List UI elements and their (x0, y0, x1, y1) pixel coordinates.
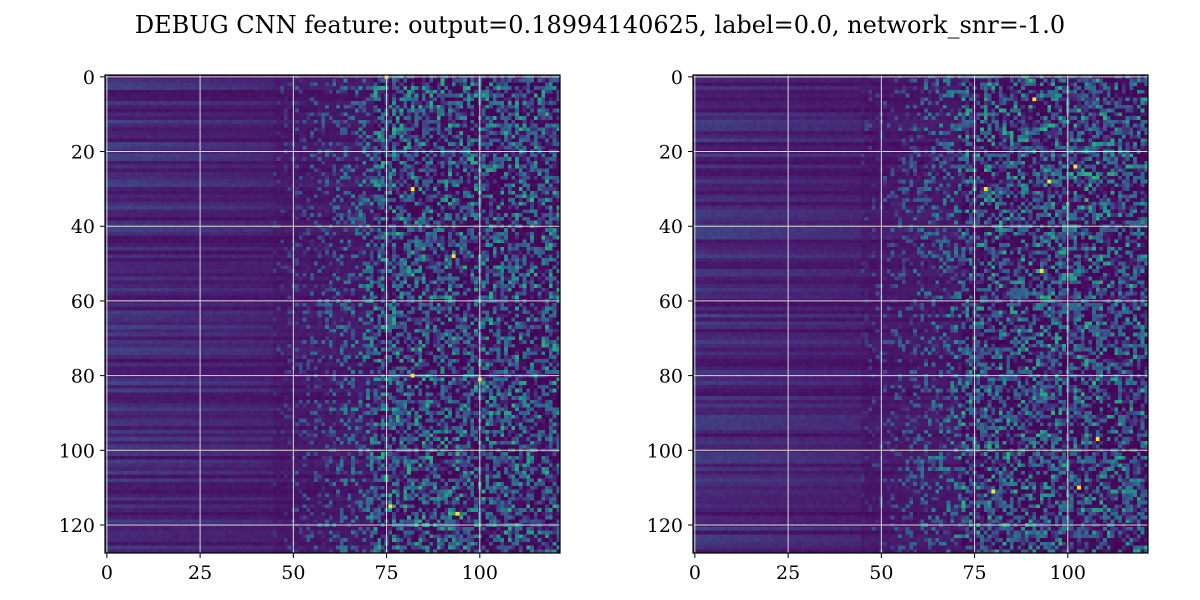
y-tick-label: 40 (71, 216, 95, 238)
x-tick-label: 0 (689, 562, 701, 584)
bright-cell (1032, 97, 1037, 102)
x-tick-label: 75 (374, 562, 398, 584)
x-tick-label: 100 (462, 562, 498, 584)
y-tick-label: 120 (647, 515, 683, 537)
bright-cell (983, 187, 988, 191)
y-tick-label: 0 (671, 67, 683, 89)
heatmap-panel-right: 0 25 50 75 100 0 20 40 60 80 100 120 (647, 67, 1149, 584)
bright-cell (1073, 164, 1078, 169)
plot-frame (104, 74, 561, 554)
y-tick-label: 100 (647, 440, 683, 462)
y-tick-label: 80 (659, 366, 683, 388)
x-tick-label: 100 (1050, 562, 1086, 584)
figure-title: DEBUG CNN feature: output=0.18994140625,… (135, 11, 1065, 39)
x-tick-label: 75 (962, 562, 986, 584)
bright-cell (451, 254, 456, 258)
heatmap-image (693, 75, 1148, 553)
x-tick-label: 50 (869, 562, 893, 584)
x-tick-label: 25 (776, 562, 800, 584)
bright-cell (1095, 437, 1100, 441)
x-tick-label: 50 (281, 562, 305, 584)
bright-cell (991, 489, 996, 494)
x-tick-label: 25 (188, 562, 212, 584)
x-tick-label: 0 (101, 562, 113, 584)
y-tick-label: 40 (659, 216, 683, 238)
y-tick-label: 120 (59, 515, 95, 537)
y-tick-label: 60 (659, 291, 683, 313)
y-tick-label: 100 (59, 440, 95, 462)
y-tick-label: 0 (83, 67, 95, 89)
bright-cell (1047, 179, 1052, 184)
bright-cell (1077, 485, 1081, 490)
bright-cell (1039, 269, 1044, 273)
bright-cell (410, 187, 415, 191)
bright-cell (388, 504, 393, 509)
y-tick-label: 60 (71, 291, 95, 313)
y-tick-label: 80 (71, 366, 95, 388)
heatmap-image (105, 75, 560, 553)
heatmap-panel-left: 0 25 50 75 100 0 20 40 60 80 100 120 (59, 67, 561, 584)
bright-cell (455, 511, 460, 516)
y-tick-label: 20 (71, 142, 95, 164)
plot-frame (692, 74, 1149, 554)
y-tick-label: 20 (659, 142, 683, 164)
